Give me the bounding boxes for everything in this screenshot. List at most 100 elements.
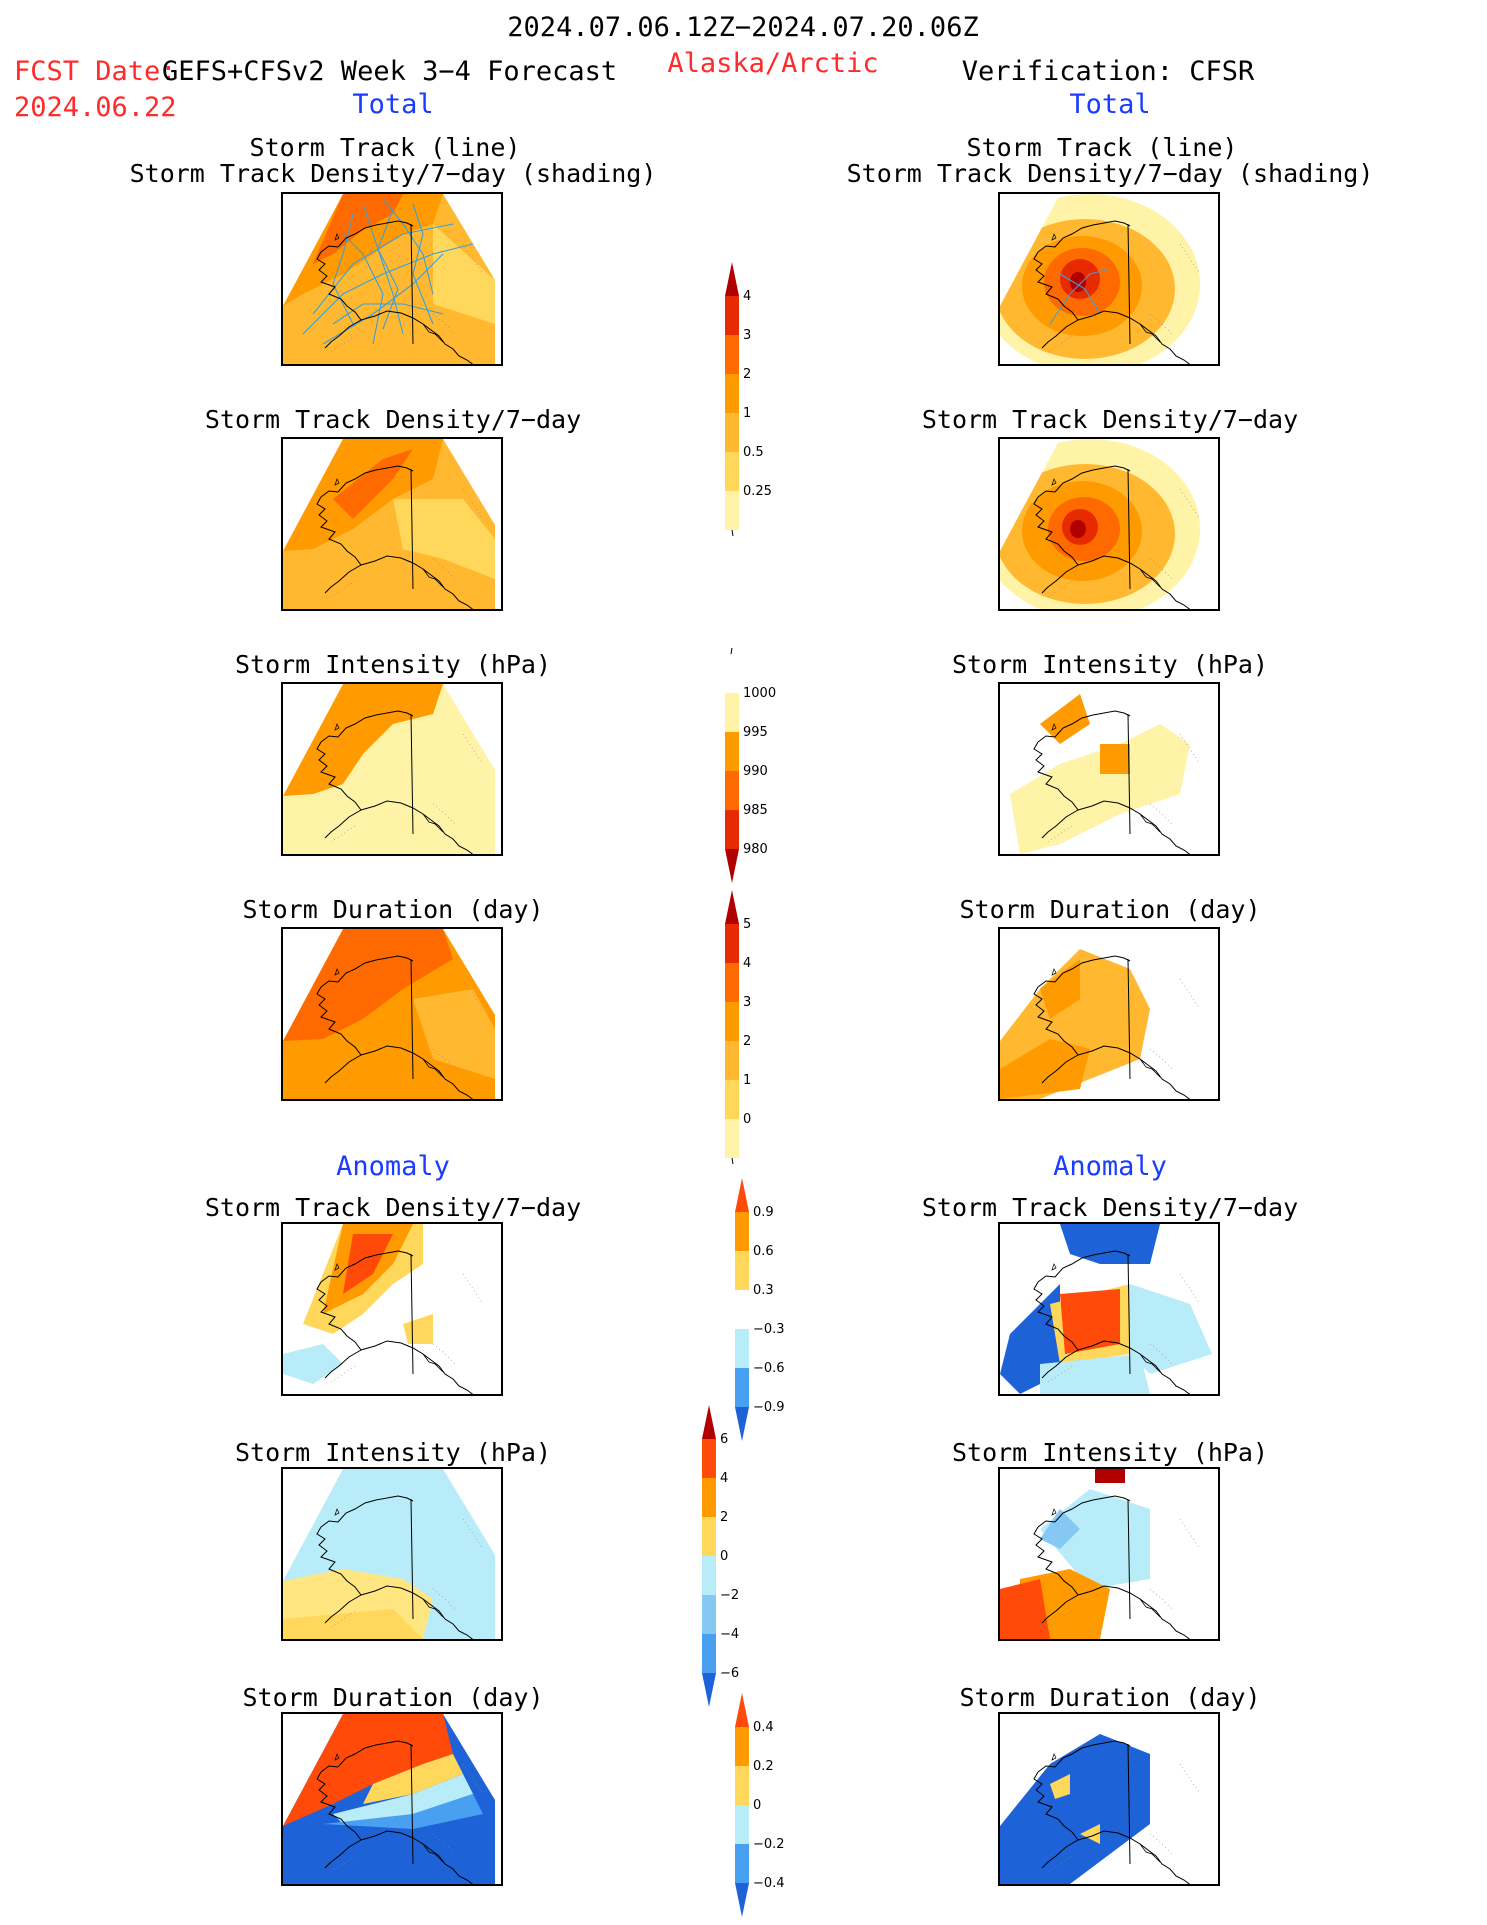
map-obs-intensity — [998, 682, 1220, 856]
title-fcst-duration-anom: Storm Duration (day) — [242, 1683, 544, 1712]
colorbar-label: −0.3 — [753, 1322, 785, 1337]
forecast-period: 2024.07.06.12Z−2024.07.20.06Z — [507, 12, 979, 43]
colorbar-segment — [725, 771, 739, 810]
colorbar-segment — [725, 963, 739, 1002]
colorbar-label: 985 — [743, 803, 768, 818]
right-total-label: Total — [1069, 89, 1151, 120]
map-fcst-density-anom — [281, 1222, 503, 1396]
colorbar-label: 5 — [743, 917, 751, 932]
colorbar-arrow-up — [725, 262, 739, 296]
title-obs-density: Storm Track Density/7−day — [921, 405, 1299, 434]
colorbar-label: −0.4 — [753, 1876, 785, 1891]
colorbar-label: 2 — [743, 367, 751, 382]
colorbar-arrow-down — [735, 1883, 749, 1917]
title-obs-duration: Storm Duration (day) — [959, 895, 1261, 924]
colorbar-label: 990 — [743, 764, 768, 779]
colorbar-segment — [702, 1556, 716, 1595]
colorbar-segment — [735, 1766, 749, 1805]
left-total-label: Total — [352, 89, 434, 120]
colorbar-label: 0.25 — [743, 484, 772, 499]
colorbar-segment — [725, 1080, 739, 1119]
map-obs-duration — [998, 927, 1220, 1101]
fcst-model: GEFS+CFSv2 Week 3−4 Forecast — [162, 56, 618, 87]
colorbar-duration-total: 5 4 3 2 1 0 — [725, 890, 805, 1165]
colorbar-segment — [725, 374, 739, 413]
colorbar-segment — [725, 296, 739, 335]
colorbar-label: 980 — [743, 842, 768, 857]
colorbar-label: 1 — [743, 406, 751, 421]
colorbar-label: 3 — [743, 995, 751, 1010]
colorbar-label: 3 — [743, 328, 751, 343]
map-obs-track-density — [998, 192, 1220, 366]
colorbar-segment — [702, 1439, 716, 1478]
colorbar-label: 1000 — [743, 686, 776, 701]
map-fcst-track-density — [281, 192, 503, 366]
colorbar-density-total: 4 3 2 1 0.5 0.25 — [725, 262, 805, 537]
title-fcst-track-line: Storm Track (line) — [249, 133, 521, 162]
colorbar-segment — [725, 1119, 739, 1158]
colorbar-label: 4 — [743, 289, 751, 304]
colorbar-label: −4 — [720, 1627, 739, 1642]
title-obs-density-anom: Storm Track Density/7−day — [921, 1193, 1299, 1222]
colorbar-label: 995 — [743, 725, 768, 740]
colorbar-segment — [725, 1041, 739, 1080]
map-fcst-density — [281, 437, 503, 611]
verification-label: Verification: CFSR — [961, 56, 1255, 87]
left-anomaly-label: Anomaly — [336, 1151, 450, 1182]
title-fcst-duration: Storm Duration (day) — [242, 895, 544, 924]
colorbar-intensity-total: 1000 995 990 985 980 — [725, 647, 805, 883]
colorbar-segment — [735, 1727, 749, 1766]
colorbar-segment — [725, 924, 739, 963]
colorbar-segment — [725, 491, 739, 530]
colorbar-label: 6 — [720, 1432, 728, 1447]
colorbar-segment — [702, 1517, 716, 1556]
fcst-date: 2024.06.22 — [14, 92, 177, 123]
map-obs-duration-anom — [998, 1712, 1220, 1886]
colorbar-arrow-up — [702, 1405, 716, 1439]
colorbar-intensity-anomaly: 6 4 2 0 −2 −4 −6 — [702, 1405, 782, 1707]
title-obs-track-line: Storm Track (line) — [966, 133, 1238, 162]
colorbar-segment — [735, 1290, 749, 1329]
colorbar-segment — [735, 1368, 749, 1407]
map-obs-density — [998, 437, 1220, 611]
colorbar-duration-anomaly: 0.4 0.2 0 −0.2 −0.4 — [735, 1693, 815, 1917]
colorbar-segment — [735, 1212, 749, 1251]
map-fcst-intensity — [281, 682, 503, 856]
title-obs-intensity: Storm Intensity (hPa) — [951, 650, 1269, 679]
colorbar-label: −0.6 — [753, 1361, 785, 1376]
colorbar-arrow-down — [702, 1673, 716, 1707]
colorbar-label: 0 — [753, 1798, 761, 1813]
title-fcst-intensity-anom: Storm Intensity (hPa) — [234, 1438, 552, 1467]
colorbar-segment — [725, 413, 739, 452]
colorbar-segment — [725, 693, 739, 732]
colorbar-arrow-up — [735, 1178, 749, 1212]
colorbar-segment — [735, 1251, 749, 1290]
colorbar-arrow-up — [725, 890, 739, 924]
title-obs-duration-anom: Storm Duration (day) — [959, 1683, 1261, 1712]
region-label: Alaska/Arctic — [667, 48, 879, 79]
colorbar-arrow-down — [725, 849, 739, 883]
colorbar-label: 0.9 — [753, 1205, 774, 1220]
map-fcst-duration-anom — [281, 1712, 503, 1886]
colorbar-label: 4 — [720, 1471, 728, 1486]
colorbar-label: 2 — [720, 1510, 728, 1525]
colorbar-label: 0.6 — [753, 1244, 774, 1259]
title-fcst-density-anom: Storm Track Density/7−day — [204, 1193, 582, 1222]
colorbar-label: 4 — [743, 956, 751, 971]
colorbar-label: −0.9 — [753, 1400, 785, 1415]
fcst-date-label: FCST Date: — [14, 56, 177, 87]
title-fcst-density: Storm Track Density/7−day — [204, 405, 582, 434]
colorbar-segment — [725, 452, 739, 491]
colorbar-label: 0 — [720, 1549, 728, 1564]
colorbar-segment — [735, 1844, 749, 1883]
colorbar-density-anomaly: 0.9 0.6 0.3 −0.3 −0.6 −0.9 — [735, 1178, 815, 1441]
colorbar-label: 0 — [743, 1112, 751, 1127]
title-obs-track-shading: Storm Track Density/7−day (shading) — [846, 159, 1374, 188]
colorbar-label: −0.2 — [753, 1837, 785, 1852]
title-obs-intensity-anom: Storm Intensity (hPa) — [951, 1438, 1269, 1467]
colorbar-label: 0.2 — [753, 1759, 774, 1774]
colorbar-segment — [725, 335, 739, 374]
colorbar-segment — [725, 732, 739, 771]
colorbar-segment — [725, 810, 739, 849]
colorbar-segment — [702, 1634, 716, 1673]
